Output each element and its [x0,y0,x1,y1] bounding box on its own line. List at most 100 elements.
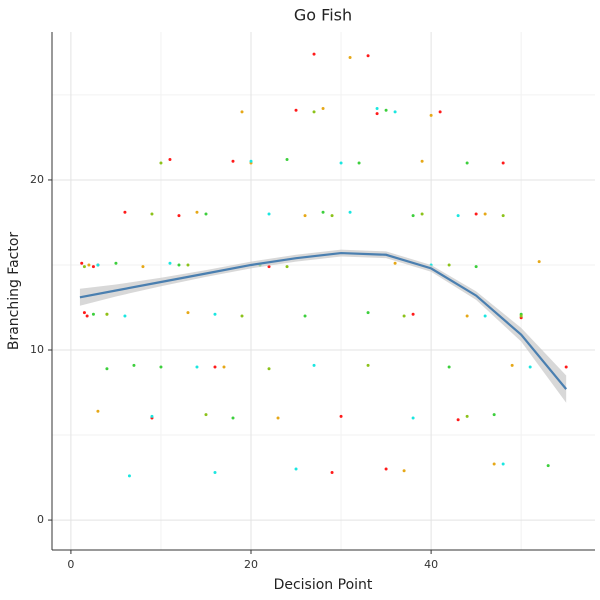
point [267,212,271,216]
point [177,263,181,267]
point [168,261,172,265]
point [456,418,460,422]
point [510,363,514,367]
point [132,363,136,367]
point [384,467,388,471]
point [330,214,334,218]
point [339,161,343,165]
point [474,265,478,269]
point [384,108,388,112]
point [150,414,154,418]
point [402,469,406,473]
point [519,314,523,318]
point [127,474,131,478]
point [312,363,316,367]
point [141,265,145,269]
point [303,214,307,218]
point [85,314,89,318]
point [438,110,442,114]
point [150,212,154,216]
point [321,210,325,214]
point [87,263,91,267]
point [186,263,190,267]
point [393,261,397,265]
point [249,159,253,163]
point [105,367,109,371]
point [366,363,370,367]
point [285,158,289,162]
point [483,314,487,318]
point [213,470,217,474]
smooth-line [79,251,568,390]
point [501,462,505,466]
point [375,107,379,111]
point [91,312,95,316]
point [312,52,316,56]
point [564,365,568,369]
point [186,311,190,315]
point [177,214,181,218]
point [267,265,271,269]
point [402,314,406,318]
point [330,470,334,474]
point [195,210,199,214]
point [231,416,235,420]
point [276,416,280,420]
point [80,261,84,265]
x-axis-label: Decision Point [274,577,373,593]
point [366,311,370,315]
point [123,210,127,214]
point [429,113,433,117]
x-tick-label: 20 [244,558,258,571]
point [267,367,271,371]
point [294,108,298,112]
y-axis-label: Branching Factor [6,232,22,351]
point [195,365,199,369]
point [321,107,325,111]
point [465,161,469,165]
point [420,159,424,163]
point [411,416,415,420]
point [465,414,469,418]
point [456,214,460,218]
point [483,212,487,216]
point [91,265,95,269]
point [465,314,469,318]
point [222,365,226,369]
point [168,158,172,162]
point [285,265,289,269]
point [114,261,118,265]
point [204,212,208,216]
point [204,413,208,417]
point [420,212,424,216]
x-tick-label: 40 [424,558,438,571]
y-tick-label: 0 [37,513,44,526]
point [492,413,496,417]
point [159,365,163,369]
point [411,312,415,316]
point [82,265,86,269]
y-tick-label: 20 [30,173,44,186]
point [213,365,217,369]
point [303,314,307,318]
point [312,110,316,114]
point [123,314,127,318]
point [411,214,415,218]
point [348,210,352,214]
point [348,56,352,60]
point [474,212,478,216]
point [366,54,370,58]
point [159,161,163,165]
point [213,312,217,316]
point [240,314,244,318]
point [501,214,505,218]
point [393,110,397,114]
point [447,263,451,267]
confidence-band [79,249,567,403]
point [357,161,361,165]
point [546,464,550,468]
point [240,110,244,114]
point [231,159,235,163]
point [447,365,451,369]
point [82,311,86,315]
